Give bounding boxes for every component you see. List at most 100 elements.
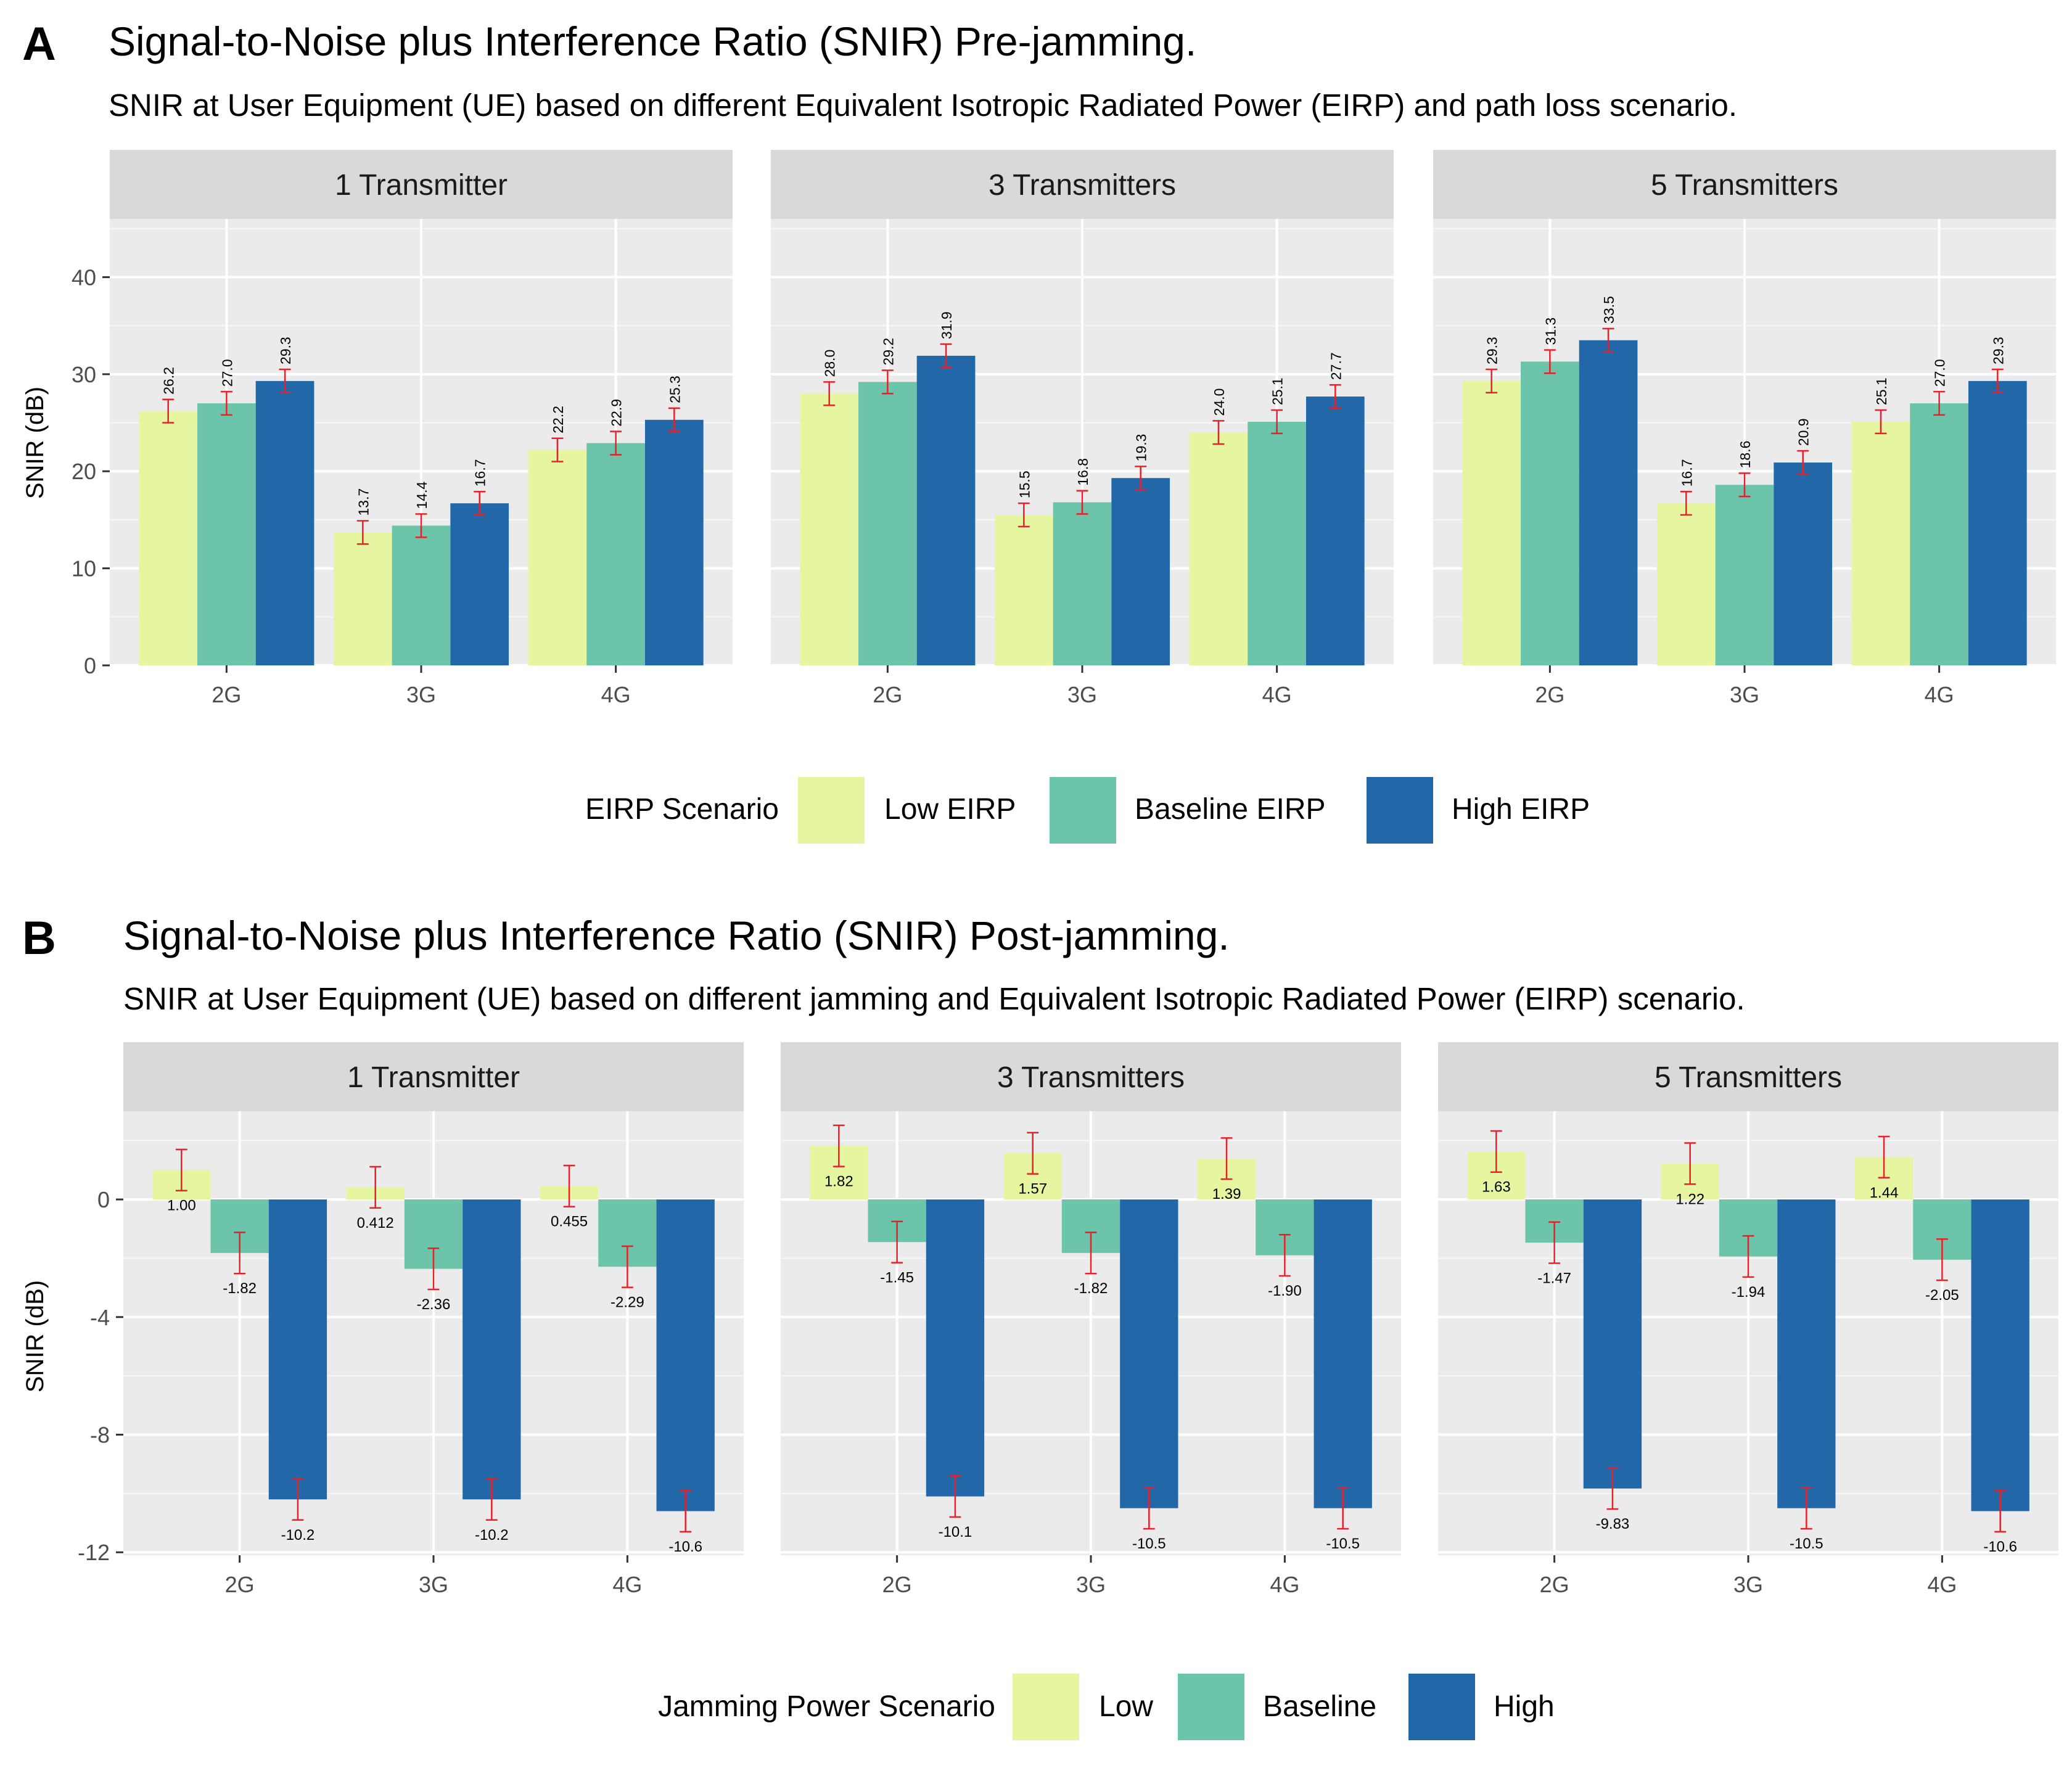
- panel-a-data-label: 25.1: [1873, 377, 1889, 405]
- panel-a-y-tick-label: 0: [84, 653, 96, 678]
- panel-a-bar: [392, 525, 451, 665]
- panel-b-data-label: 1.39: [1212, 1186, 1241, 1202]
- panel-b-legend-label-baseline: Baseline: [1263, 1690, 1376, 1723]
- panel-b-x-tick-label: 3G: [1733, 1572, 1763, 1597]
- panel-a-bar: [916, 355, 976, 665]
- panel-a-bar: [450, 503, 509, 665]
- panel-b-data-label: -2.36: [417, 1296, 451, 1313]
- panel-b-data-label: 0.455: [551, 1214, 588, 1230]
- panel-b-data-label: 1.57: [1018, 1181, 1047, 1198]
- panel-a-data-label: 13.7: [355, 488, 371, 516]
- panel-a-y-tick-label: 40: [72, 265, 96, 290]
- panel-a-x-tick-label: 3G: [406, 682, 436, 707]
- panel-b-x-tick-label: 3G: [419, 1572, 448, 1597]
- panel-b-data-label: -10.5: [1790, 1536, 1823, 1552]
- panel-b-data-label: -2.29: [610, 1294, 644, 1311]
- panel-b-data-label: 1.00: [167, 1198, 196, 1214]
- panel-a-y-tick-label: 30: [72, 362, 96, 387]
- panel-a-legend-label-high: High EIRP: [1452, 793, 1590, 826]
- panel-a-letter: A: [22, 18, 56, 70]
- panel-a-x-tick-label: 4G: [601, 682, 631, 707]
- panel-a-legend-swatch-baseline: [1047, 775, 1119, 846]
- panel-b-x-tick-label: 2G: [1540, 1572, 1569, 1597]
- panel-a-bar: [1462, 380, 1521, 665]
- panel-b-data-label: -2.05: [1925, 1287, 1959, 1304]
- panel-b-data-label: -1.90: [1268, 1283, 1302, 1299]
- panel-b-data-label: -10.2: [281, 1527, 315, 1544]
- panel-a-bar: [1579, 340, 1638, 665]
- panel-b-data-label: -10.6: [1983, 1539, 2017, 1555]
- panel-a-facet-label: 3 Transmitters: [989, 169, 1176, 202]
- panel-a-subtitle: SNIR at User Equipment (UE) based on dif…: [109, 88, 1737, 123]
- panel-a-facet-strip: [771, 150, 1394, 219]
- panel-b-facet-2: 3 Transmitters 1.82 -1.45 -10.1 2G 1.57 -1.82 -…: [781, 1042, 1401, 1597]
- panel-b-data-label: 1.22: [1675, 1191, 1704, 1207]
- panel-b-y-tick-label: -8: [90, 1423, 110, 1448]
- panel-a-data-label: 19.3: [1133, 434, 1149, 462]
- panel-a-data-label: 31.9: [939, 311, 955, 339]
- panel-a-bar: [1248, 421, 1306, 665]
- panel-b-data-label: 1.44: [1870, 1185, 1899, 1201]
- panel-a-x-tick-label: 2G: [212, 682, 241, 707]
- panel-b-legend-swatch-high: [1406, 1671, 1478, 1743]
- panel-a-data-label: 20.9: [1796, 418, 1812, 446]
- panel-a-bar: [644, 419, 704, 665]
- panel-b-data-label: -10.1: [939, 1524, 972, 1540]
- panel-a-bar: [1111, 478, 1170, 665]
- panel-a-x-tick-label: 2G: [873, 682, 902, 707]
- panel-a-bar: [1715, 485, 1774, 665]
- panel-b-bar: [1120, 1199, 1178, 1508]
- panel-b-data-label: -1.45: [880, 1270, 914, 1286]
- panel-b-data-label: 0.412: [357, 1215, 394, 1231]
- panel-a-bar: [800, 393, 859, 665]
- panel-b-legend-swatch-baseline: [1175, 1671, 1247, 1743]
- panel-a-data-label: 25.1: [1270, 377, 1286, 405]
- panel-b-bar: [268, 1199, 327, 1500]
- panel-a-data-label: 16.8: [1075, 458, 1091, 486]
- panel-a-data-label: 18.6: [1737, 441, 1753, 469]
- panel-b-facet-strip: [123, 1042, 744, 1111]
- panel-b-x-tick-label: 4G: [1270, 1572, 1299, 1597]
- panel-a-data-label: 31.3: [1542, 318, 1558, 345]
- panel-a-plot-area: 0 10 20 30 40 1 Transmitter 26.2 27.0 29.3 2G 13.7…: [72, 150, 2056, 707]
- panel-a-bar: [1774, 462, 1833, 665]
- panel-b-x-tick-label: 2G: [225, 1572, 255, 1597]
- panel-a-data-label: 16.7: [472, 459, 488, 487]
- panel-a-legend-title: EIRP Scenario: [585, 793, 779, 826]
- panel-b-bar: [656, 1199, 715, 1511]
- panel-a-bar: [1053, 502, 1112, 665]
- panel-b-legend-label-high: High: [1494, 1690, 1555, 1723]
- panel-b-title: Signal-to-Noise plus Interference Ratio …: [123, 913, 1230, 958]
- panel-b-legend-swatch-low: [1010, 1671, 1082, 1743]
- panel-a-legend-swatch-high: [1364, 775, 1436, 846]
- panel-a-bar: [994, 515, 1053, 665]
- panel-a-data-label: 26.2: [161, 367, 177, 395]
- panel-a-data-label: 16.7: [1679, 459, 1695, 487]
- panel-b-y-tick-label: -12: [78, 1540, 110, 1565]
- panel-b-data-label: -10.2: [475, 1527, 509, 1544]
- panel-a-bar: [333, 532, 392, 665]
- panel-a-bar: [858, 382, 917, 665]
- panel-a-bar: [1656, 503, 1716, 665]
- panel-a-bar: [586, 443, 645, 665]
- panel-a-y-tick-label: 20: [72, 459, 96, 484]
- panel-a-bar: [1851, 421, 1910, 665]
- panel-a-facet-label: 5 Transmitters: [1651, 169, 1838, 202]
- panel-b-facet-label: 1 Transmitter: [347, 1061, 520, 1094]
- panel-b-data-label: -10.5: [1326, 1536, 1360, 1552]
- panel-a-facet-2: 3 Transmitters 28.0 29.2 31.9 2G 15.5 16.8 19.3…: [771, 150, 1394, 707]
- panel-a-x-tick-label: 4G: [1262, 682, 1292, 707]
- panel-a-data-label: 29.3: [1990, 337, 2006, 364]
- panel-a-data-label: 22.2: [550, 406, 566, 434]
- panel-a-data-label: 27.7: [1328, 352, 1344, 380]
- panel-b-data-label: -9.83: [1596, 1516, 1630, 1532]
- panel-a-data-label: 27.0: [1932, 359, 1948, 387]
- panel-b-bar: [1314, 1199, 1372, 1508]
- panel-b-facet-label: 5 Transmitters: [1655, 1061, 1842, 1094]
- panel-b-facet-3: 5 Transmitters 1.63 -1.47 -9.83 2G 1.22 -1.94 -…: [1438, 1042, 2058, 1597]
- panel-b-data-label: -1.94: [1732, 1284, 1766, 1301]
- panel-a-bar: [1189, 432, 1248, 665]
- panel-b-bar: [926, 1199, 985, 1497]
- panel-b-letter: B: [22, 912, 56, 964]
